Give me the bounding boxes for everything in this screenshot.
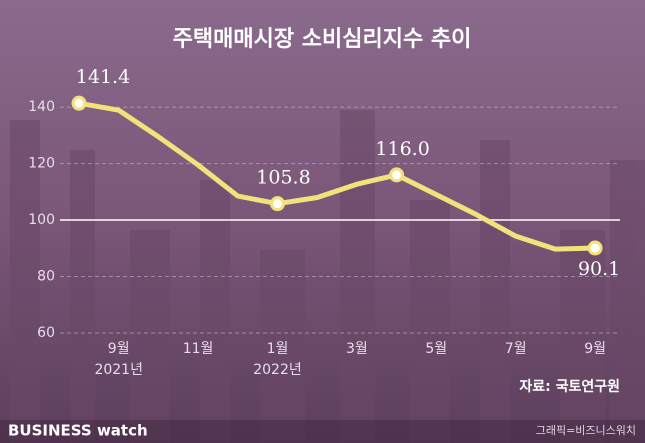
value-label: 105.8 [256, 167, 310, 189]
credit: 그래픽=비즈니스워치 [536, 424, 636, 437]
data-point [71, 95, 87, 111]
value-label: 116.0 [375, 138, 429, 160]
x-tick-label: 5월 [425, 341, 447, 357]
y-tick-label: 140 [28, 99, 55, 115]
x-tick-label: 7월 [505, 341, 527, 357]
buildings [10, 110, 645, 443]
chart-title: 주택매매시장 소비심리지수 추이 [173, 27, 472, 52]
value-label: 141.4 [76, 66, 130, 88]
x-year-label: 2021년 [94, 362, 143, 378]
x-tick-label: 11월 [183, 341, 214, 357]
x-tick-label: 3월 [346, 341, 368, 357]
data-point [389, 167, 405, 183]
x-year-label: 2022년 [253, 362, 302, 378]
brand: BUSINESS watch [8, 422, 148, 440]
y-tick-label: 80 [37, 269, 55, 285]
y-tick-label: 100 [28, 212, 55, 228]
x-tick-label: 9월 [584, 341, 606, 357]
x-tick-label: 9월 [108, 341, 130, 357]
y-tick-label: 60 [37, 325, 55, 341]
x-tick-label: 1월 [267, 341, 289, 357]
y-tick-label: 120 [28, 156, 55, 172]
source: 자료: 국토연구원 [519, 379, 620, 395]
data-point [270, 196, 285, 212]
data-point [587, 240, 603, 256]
value-label: 90.1 [578, 258, 620, 280]
data-line [76, 100, 598, 252]
footer-band [0, 420, 645, 443]
